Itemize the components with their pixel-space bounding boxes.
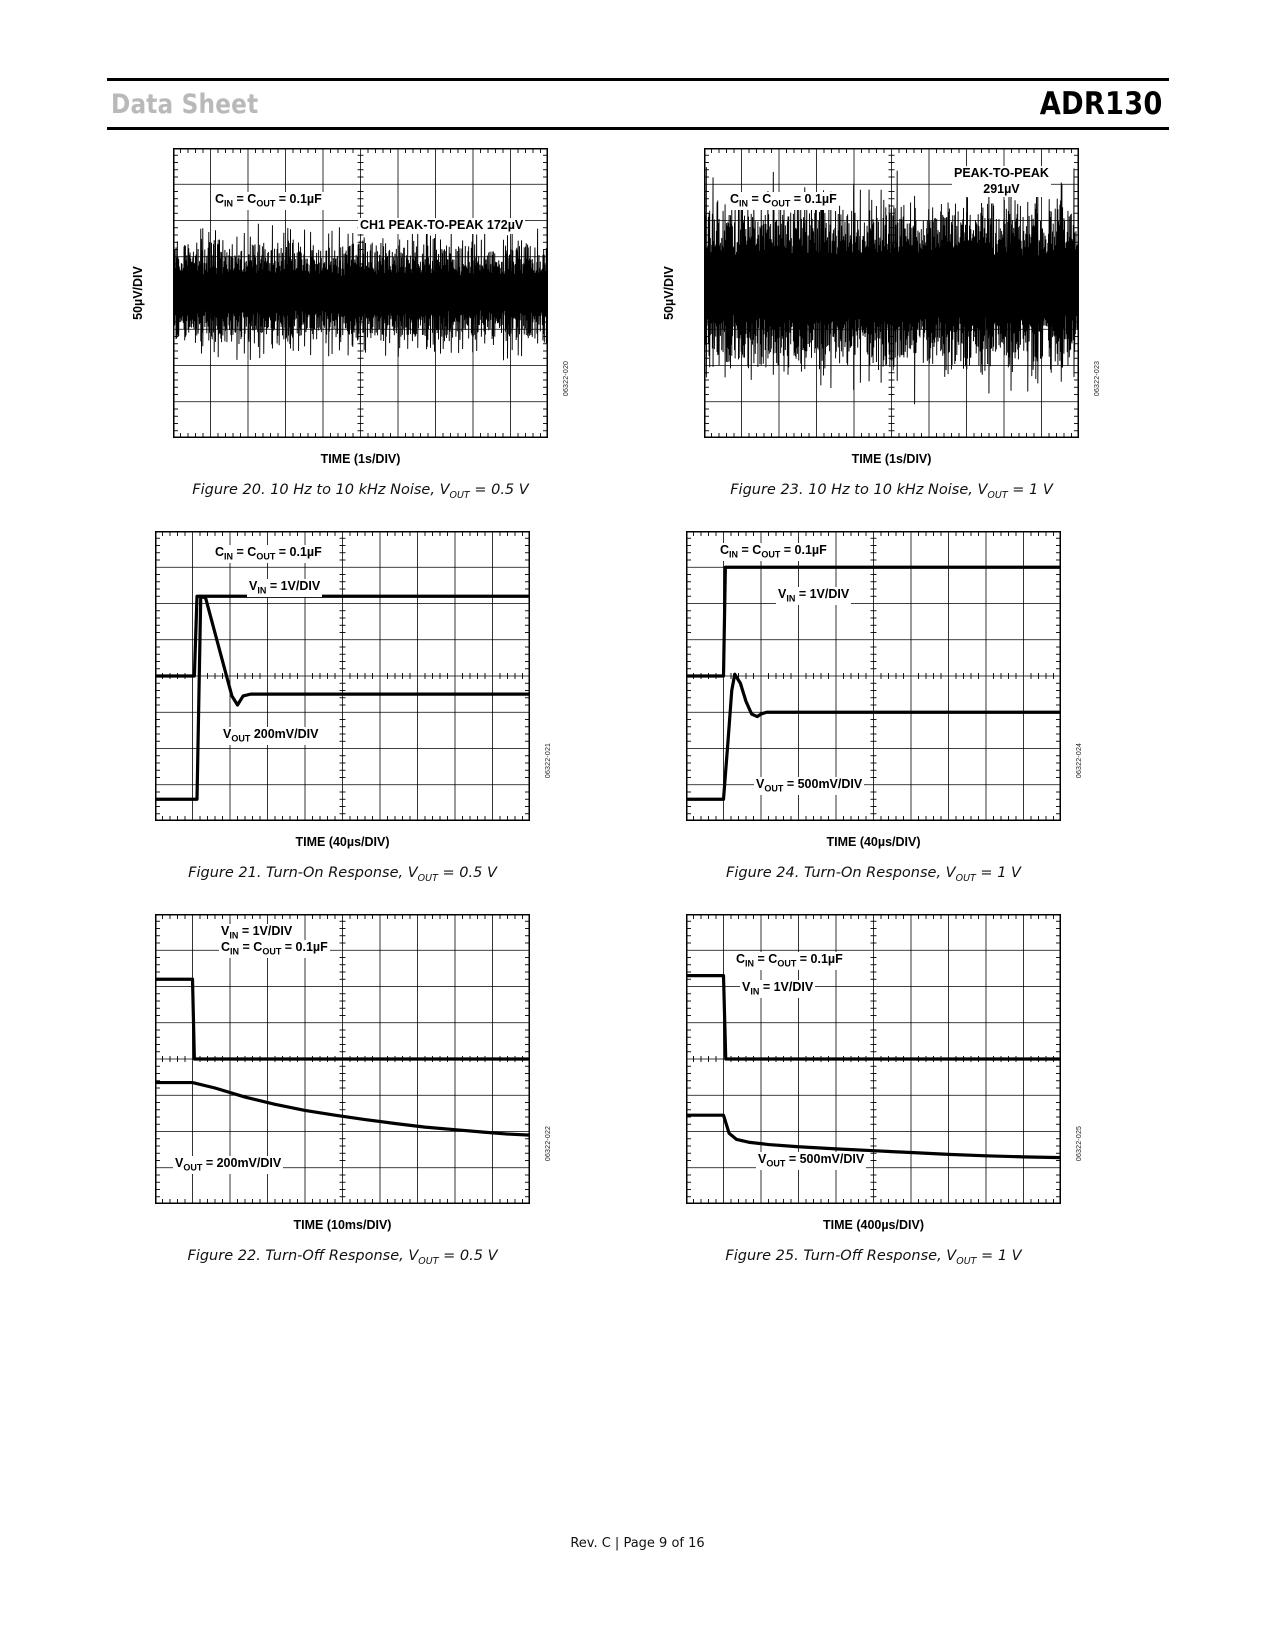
figure-21-scope-svg: [155, 530, 530, 821]
part-number-title: ADR130: [1040, 86, 1163, 122]
figure-24-caption: Figure 24. Turn-On Response, VOUT = 1 V: [726, 864, 1021, 884]
vin-scale: VIN = 1V/DIV: [219, 923, 295, 942]
figure-22: VIN = 1V/DIV CIN = COUT = 0.1µF VOUT = 200…: [107, 913, 638, 1267]
figure-20-plot: CIN = COUT = 0.1µF CH1 PEAK-TO-PEAK 172µV: [173, 148, 548, 438]
figure-22-caption: Figure 22. Turn-Off Response, VOUT = 0.5…: [187, 1247, 498, 1267]
scope-trace: [173, 223, 548, 361]
y-axis-label: 50µV/DIV: [131, 266, 146, 320]
figure-24: CIN = COUT = 0.1µF VIN = 1V/DIV VOUT = 500…: [638, 530, 1169, 884]
figure-row-3: VIN = 1V/DIV CIN = COUT = 0.1µF VOUT = 200…: [107, 913, 1169, 1267]
figure-24-plot: CIN = COUT = 0.1µF VIN = 1V/DIV VOUT = 500…: [686, 530, 1061, 821]
cap-condition: CIN = COUT = 0.1µF: [734, 951, 845, 970]
figure-21-plot: CIN = COUT = 0.1µF VIN = 1V/DIV VOUT 200mV…: [155, 530, 530, 821]
figure-22-x-axis-label: TIME (10ms/DIV): [293, 1217, 392, 1232]
figure-row-1: 50µV/DIV CIN = COUT = 0.1µF CH1 PEAK-TO-P…: [107, 148, 1169, 501]
page-header: Data Sheet ADR130: [107, 78, 1169, 130]
figure-21-caption: Figure 21. Turn-On Response, VOUT = 0.5 …: [188, 864, 497, 884]
figure-25-id-code: 06322-025: [1076, 1126, 1084, 1162]
figure-23-plot: CIN = COUT = 0.1µF PEAK-TO-PEAK 291µV: [704, 148, 1079, 438]
figure-20-scope-svg: [173, 148, 548, 438]
cap-condition: CIN = COUT = 0.1µF: [728, 192, 839, 210]
vout-scale: VOUT = 500mV/DIV: [756, 1151, 867, 1170]
figure-22-id-code: 06322-022: [545, 1126, 553, 1162]
figure-20-x-axis-label: TIME (1s/DIV): [320, 452, 401, 466]
figure-grid: 50µV/DIV CIN = COUT = 0.1µF CH1 PEAK-TO-P…: [107, 148, 1169, 1267]
figure-row-2: CIN = COUT = 0.1µF VIN = 1V/DIV VOUT 200mV…: [107, 530, 1169, 884]
figure-20-id-code: 06322-020: [563, 360, 571, 396]
vin-scale: VIN = 1V/DIV: [247, 578, 323, 597]
figure-24-id-code: 06322-024: [1076, 743, 1084, 779]
scope-grid: [155, 530, 530, 821]
y-axis-label: 50µV/DIV: [662, 266, 677, 320]
figure-25-plot: CIN = COUT = 0.1µF VIN = 1V/DIV VOUT = 500…: [686, 913, 1061, 1204]
scope-trace: [155, 594, 530, 801]
vout-scale: VOUT = 500mV/DIV: [754, 776, 865, 795]
vin-scale: VIN = 1V/DIV: [776, 586, 852, 605]
vout-scale: VOUT 200mV/DIV: [221, 726, 321, 745]
figure-23-id-code: 06322-023: [1094, 360, 1102, 396]
scope-trace: [686, 565, 1061, 801]
figure-20-caption: Figure 20. 10 Hz to 10 kHz Noise, VOUT =…: [192, 482, 529, 501]
scope-grid: [686, 530, 1061, 821]
peak-to-peak-readout: CH1 PEAK-TO-PEAK 172µV: [358, 218, 526, 234]
cap-condition: CIN = COUT = 0.1µF: [219, 939, 330, 958]
figure-21: CIN = COUT = 0.1µF VIN = 1V/DIV VOUT 200mV…: [107, 530, 638, 884]
cap-condition: CIN = COUT = 0.1µF: [213, 192, 324, 210]
figure-23: 50µV/DIV CIN = COUT = 0.1µF PEAK-TO-PEAK 2…: [638, 148, 1169, 501]
figure-23-caption: Figure 23. 10 Hz to 10 kHz Noise, VOUT =…: [730, 482, 1053, 501]
figure-23-x-axis-label: TIME (1s/DIV): [851, 452, 932, 466]
vin-scale: VIN = 1V/DIV: [740, 979, 816, 998]
scope-trace: [704, 167, 1079, 405]
cap-condition: CIN = COUT = 0.1µF: [718, 542, 829, 561]
page-footer: Rev. C | Page 9 of 16: [570, 1536, 705, 1551]
vout-scale: VOUT = 200mV/DIV: [173, 1155, 284, 1174]
figure-21-id-code: 06322-021: [545, 743, 553, 779]
figure-25-caption: Figure 25. Turn-Off Response, VOUT = 1 V: [725, 1247, 1022, 1267]
figure-25: CIN = COUT = 0.1µF VIN = 1V/DIV VOUT = 500…: [638, 913, 1169, 1267]
figure-21-x-axis-label: TIME (40µs/DIV): [295, 834, 390, 849]
figure-25-x-axis-label: TIME (400µs/DIV): [823, 1217, 924, 1232]
scope-trace: [155, 977, 530, 1137]
figure-22-plot: VIN = 1V/DIV CIN = COUT = 0.1µF VOUT = 200…: [155, 913, 530, 1204]
document-type-title: Data Sheet: [111, 88, 259, 120]
cap-condition: CIN = COUT = 0.1µF: [213, 544, 324, 563]
peak-to-peak-readout: PEAK-TO-PEAK 291µV: [952, 166, 1051, 198]
figure-20: 50µV/DIV CIN = COUT = 0.1µF CH1 PEAK-TO-P…: [107, 148, 638, 501]
figure-24-scope-svg: [686, 530, 1061, 821]
scope-trace: [686, 973, 1061, 1159]
figure-24-x-axis-label: TIME (40µs/DIV): [826, 834, 921, 849]
figure-22-scope-svg: [155, 913, 530, 1204]
